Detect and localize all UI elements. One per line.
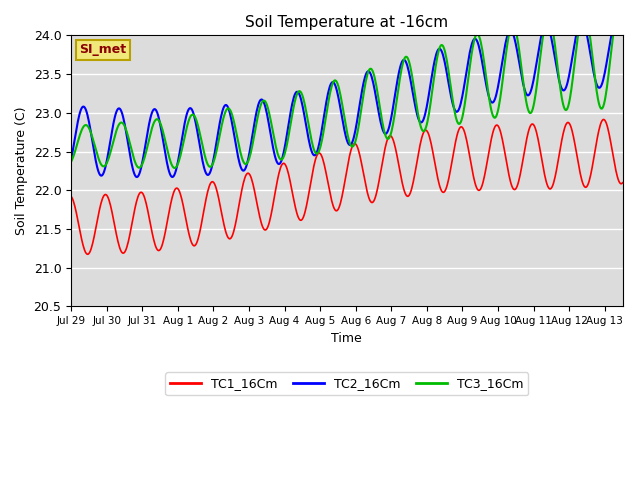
TC3_16Cm bbox=[616, 2, 623, 8]
Text: SI_met: SI_met bbox=[79, 44, 127, 57]
TC3_16Cm bbox=[324, 102, 332, 108]
Y-axis label: Soil Temperature (C): Soil Temperature (C) bbox=[15, 107, 28, 235]
Title: Soil Temperature at -16cm: Soil Temperature at -16cm bbox=[245, 15, 449, 30]
TC3_16Cm bbox=[145, 140, 152, 145]
Line: TC1_16Cm: TC1_16Cm bbox=[71, 120, 623, 254]
TC3_16Cm bbox=[477, 39, 484, 45]
TC1_16Cm bbox=[70, 198, 77, 204]
TC1_16Cm bbox=[145, 214, 153, 220]
TC2_16Cm bbox=[70, 144, 77, 150]
TC3_16Cm bbox=[170, 165, 178, 171]
Line: TC2_16Cm: TC2_16Cm bbox=[71, 19, 623, 177]
TC3_16Cm bbox=[619, 10, 627, 16]
TC2_16Cm bbox=[477, 52, 484, 58]
TC2_16Cm bbox=[324, 91, 332, 96]
TC1_16Cm bbox=[619, 180, 627, 186]
TC1_16Cm bbox=[600, 117, 607, 122]
X-axis label: Time: Time bbox=[332, 332, 362, 345]
TC1_16Cm bbox=[324, 180, 332, 186]
TC3_16Cm bbox=[67, 159, 75, 165]
TC1_16Cm bbox=[303, 200, 311, 205]
TC1_16Cm bbox=[67, 193, 75, 199]
TC1_16Cm bbox=[463, 142, 471, 147]
TC3_16Cm bbox=[70, 154, 77, 159]
Line: TC3_16Cm: TC3_16Cm bbox=[71, 5, 623, 168]
TC3_16Cm bbox=[463, 82, 471, 88]
Legend: TC1_16Cm, TC2_16Cm, TC3_16Cm: TC1_16Cm, TC2_16Cm, TC3_16Cm bbox=[165, 372, 529, 396]
TC2_16Cm bbox=[145, 121, 153, 127]
TC2_16Cm bbox=[619, 31, 627, 37]
TC1_16Cm bbox=[477, 186, 484, 192]
TC2_16Cm bbox=[67, 156, 75, 162]
TC2_16Cm bbox=[614, 16, 621, 22]
TC2_16Cm bbox=[463, 62, 471, 68]
TC2_16Cm bbox=[132, 174, 140, 180]
TC1_16Cm bbox=[84, 252, 92, 257]
TC3_16Cm bbox=[303, 114, 311, 120]
TC2_16Cm bbox=[303, 129, 311, 134]
